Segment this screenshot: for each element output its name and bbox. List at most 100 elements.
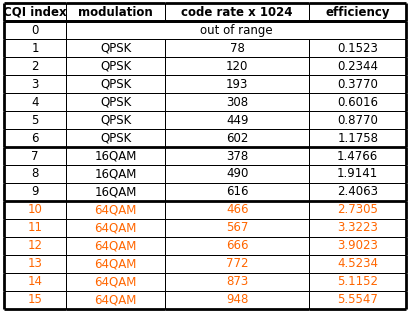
Text: 64QAM: 64QAM (94, 257, 137, 271)
Text: 9: 9 (31, 185, 39, 198)
Text: QPSK: QPSK (100, 95, 131, 109)
Bar (4, 57, 66, 75)
Text: 14: 14 (28, 275, 43, 288)
Text: 2.7305: 2.7305 (337, 203, 377, 217)
Bar (4, 93, 66, 111)
Bar (4, 21, 66, 39)
Text: QPSK: QPSK (100, 114, 131, 127)
Text: 0: 0 (31, 24, 39, 37)
Text: code rate x 1024: code rate x 1024 (181, 6, 292, 19)
Bar (66, 147, 164, 165)
Bar (164, 147, 309, 165)
Text: 4.5234: 4.5234 (336, 257, 377, 271)
Bar (164, 183, 309, 201)
Bar (164, 111, 309, 129)
Text: CQI index: CQI index (3, 6, 67, 19)
Text: modulation: modulation (78, 6, 153, 19)
Text: 616: 616 (225, 185, 248, 198)
Bar (66, 75, 164, 93)
Bar (4, 255, 66, 273)
Bar (164, 93, 309, 111)
Bar (309, 3, 405, 21)
Bar (164, 39, 309, 57)
Text: 772: 772 (225, 257, 248, 271)
Text: 193: 193 (225, 78, 248, 90)
Text: out of range: out of range (199, 24, 272, 37)
Bar (66, 255, 164, 273)
Bar (164, 3, 309, 21)
Text: 64QAM: 64QAM (94, 239, 137, 252)
Text: 1.9141: 1.9141 (336, 168, 378, 180)
Text: 16QAM: 16QAM (94, 185, 137, 198)
Text: 5: 5 (31, 114, 39, 127)
Bar (4, 3, 66, 21)
Text: 5.5547: 5.5547 (337, 293, 377, 306)
Bar (309, 183, 405, 201)
Text: 4: 4 (31, 95, 39, 109)
Bar (164, 237, 309, 255)
Bar (4, 183, 66, 201)
Text: QPSK: QPSK (100, 41, 131, 55)
Text: 64QAM: 64QAM (94, 222, 137, 234)
Text: 308: 308 (225, 95, 247, 109)
Text: 602: 602 (225, 132, 248, 144)
Bar (309, 57, 405, 75)
Bar (309, 201, 405, 219)
Bar (164, 273, 309, 291)
Text: 948: 948 (225, 293, 248, 306)
Bar (4, 291, 66, 309)
Text: 64QAM: 64QAM (94, 203, 137, 217)
Text: 449: 449 (225, 114, 248, 127)
Text: QPSK: QPSK (100, 132, 131, 144)
Bar (4, 237, 66, 255)
Text: 64QAM: 64QAM (94, 293, 137, 306)
Text: 11: 11 (28, 222, 43, 234)
Bar (4, 147, 66, 165)
Text: 1.1758: 1.1758 (336, 132, 377, 144)
Text: 490: 490 (225, 168, 248, 180)
Text: 3: 3 (31, 78, 39, 90)
Text: 0.8770: 0.8770 (337, 114, 377, 127)
Text: QPSK: QPSK (100, 78, 131, 90)
Text: 13: 13 (28, 257, 43, 271)
Text: 16QAM: 16QAM (94, 149, 137, 163)
Bar (66, 273, 164, 291)
Text: 10: 10 (28, 203, 43, 217)
Text: 0.3770: 0.3770 (337, 78, 377, 90)
Text: 2.4063: 2.4063 (336, 185, 377, 198)
Bar (309, 273, 405, 291)
Bar (4, 39, 66, 57)
Bar (309, 111, 405, 129)
Bar (66, 39, 164, 57)
Bar (4, 165, 66, 183)
Bar (4, 75, 66, 93)
Bar (66, 219, 164, 237)
Text: 873: 873 (225, 275, 248, 288)
Text: 466: 466 (225, 203, 248, 217)
Bar (66, 129, 164, 147)
Bar (164, 165, 309, 183)
Bar (309, 165, 405, 183)
Text: 378: 378 (225, 149, 248, 163)
Bar (66, 291, 164, 309)
Text: 3.3223: 3.3223 (337, 222, 377, 234)
Bar (164, 291, 309, 309)
Bar (309, 93, 405, 111)
Bar (66, 111, 164, 129)
Text: 567: 567 (225, 222, 248, 234)
Text: 0.6016: 0.6016 (336, 95, 377, 109)
Text: 78: 78 (229, 41, 244, 55)
Text: 6: 6 (31, 132, 39, 144)
Bar (66, 57, 164, 75)
Text: QPSK: QPSK (100, 60, 131, 73)
Text: 3.9023: 3.9023 (337, 239, 377, 252)
Bar (309, 291, 405, 309)
Text: 0.1523: 0.1523 (337, 41, 377, 55)
Bar (309, 237, 405, 255)
Text: 15: 15 (28, 293, 43, 306)
Text: 2: 2 (31, 60, 39, 73)
Bar (309, 39, 405, 57)
Bar (309, 219, 405, 237)
Bar (4, 129, 66, 147)
Text: 1: 1 (31, 41, 39, 55)
